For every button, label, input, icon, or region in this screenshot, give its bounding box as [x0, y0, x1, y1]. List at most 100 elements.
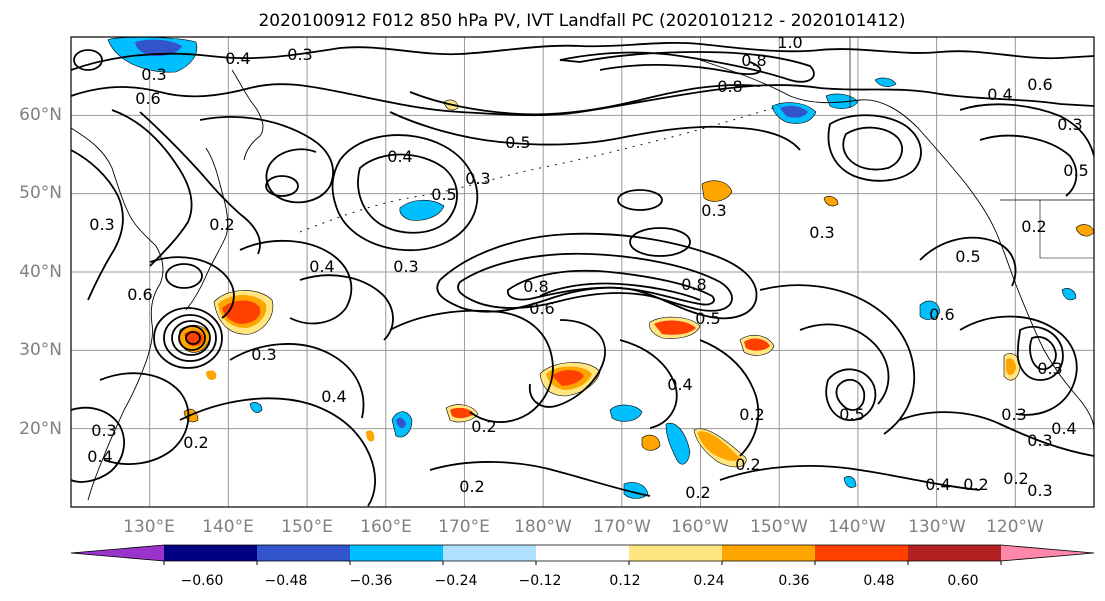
contour-line — [179, 397, 376, 507]
contour-label: 0.3 — [465, 169, 490, 188]
contour-label: 0.3 — [251, 345, 276, 364]
lat-axis-labels: 60°N 50°N 40°N 30°N 20°N — [19, 105, 62, 439]
colorbar-cell — [443, 545, 536, 561]
anomaly-patch — [135, 39, 182, 56]
anomaly-patch — [366, 430, 375, 442]
colorbar-cell — [257, 545, 350, 561]
colorbar-cell — [164, 545, 257, 561]
contour-label: 0.3 — [141, 65, 166, 84]
colorbar-cell — [71, 545, 164, 561]
contour-label: 0.8 — [681, 275, 706, 294]
contour-line — [436, 232, 758, 320]
contour-line — [719, 465, 981, 491]
contour-line — [506, 269, 715, 306]
contour-label: 0.3 — [701, 201, 726, 220]
contour-line — [979, 134, 1078, 197]
contour-label: 0.3 — [1057, 115, 1082, 134]
colorbar-tick-label: −0.36 — [350, 573, 393, 589]
contour-label: 0.4 — [667, 375, 692, 394]
contour-line — [599, 61, 762, 75]
contour-line — [899, 411, 1094, 457]
contour-line — [799, 323, 890, 405]
lon-label: 130°W — [908, 517, 966, 537]
contour-label: 0.6 — [1027, 75, 1052, 94]
contour-line — [827, 114, 922, 182]
anomaly-patch — [843, 476, 857, 488]
colorbar-tick-label: 0.60 — [947, 573, 978, 589]
lon-label: 170°E — [438, 517, 490, 537]
contour-label: 0.3 — [1037, 359, 1062, 378]
contour-label: 1.0 — [777, 33, 802, 52]
contour-label: 0.2 — [1003, 469, 1028, 488]
contour-label: 0.5 — [1063, 161, 1088, 180]
contour-line — [559, 51, 815, 83]
contour-line — [178, 325, 206, 351]
contour-label: 0.8 — [523, 277, 548, 296]
lon-label: 170°W — [593, 517, 651, 537]
contour-label: 0.2 — [459, 477, 484, 496]
contour-label: 0.3 — [393, 257, 418, 276]
colorbar-cells — [70, 544, 1095, 562]
lat-label: 20°N — [19, 419, 62, 439]
border-line — [1039, 200, 1094, 259]
contour-line — [835, 378, 866, 411]
anomaly-patch — [641, 434, 661, 451]
contour-label: 0.2 — [1021, 217, 1046, 236]
contour-line — [389, 309, 554, 423]
lon-axis-labels: 130°E 140°E 150°E 160°E 170°E 180°W 170°… — [123, 517, 1044, 537]
colorbar-tick-label: −0.24 — [435, 573, 478, 589]
contour-label: 0.5 — [431, 185, 456, 204]
contour-line — [73, 49, 103, 71]
contour-label: 0.3 — [89, 215, 114, 234]
lon-label: 180°W — [514, 517, 572, 537]
lon-label: 140°E — [202, 517, 254, 537]
lat-label: 40°N — [19, 262, 62, 282]
anomaly-patch — [919, 300, 941, 320]
anomaly-patch — [396, 417, 406, 429]
colorbar-tick-label: 0.36 — [778, 573, 809, 589]
contour-label: 0.5 — [955, 247, 980, 266]
contour-line — [139, 111, 261, 255]
colorbar-cell — [629, 545, 722, 561]
anomaly-patch — [249, 402, 263, 413]
coastlines — [71, 37, 1094, 501]
contour-label: 0.4 — [321, 387, 346, 406]
contour-line — [959, 315, 1078, 416]
contour-line — [619, 339, 678, 429]
contour-label: 0.4 — [225, 49, 250, 68]
contour-line — [331, 134, 479, 252]
colorbar-ticks — [163, 561, 1002, 565]
colorbar-cell — [350, 545, 443, 561]
contour-label: 0.2 — [739, 405, 764, 424]
contour-label: 0.3 — [1027, 431, 1052, 450]
contour-line — [842, 126, 903, 171]
lon-label: 140°W — [828, 517, 886, 537]
contour-line — [229, 343, 365, 419]
lon-label: 160°W — [671, 517, 729, 537]
contour-line — [759, 284, 916, 435]
contour-label: 0.4 — [309, 257, 334, 276]
anomaly-patch — [1075, 224, 1094, 237]
north-america-west-coast — [995, 231, 1094, 431]
alaska-coastline — [699, 59, 997, 233]
lon-label: 160°E — [360, 517, 412, 537]
contour-label: 0.8 — [741, 51, 766, 70]
contour-label: 0.4 — [87, 447, 112, 466]
contour-label: 0.5 — [839, 405, 864, 424]
lon-label: 150°W — [750, 517, 808, 537]
contour-label: 0.3 — [1027, 481, 1052, 500]
contour-line — [163, 314, 217, 362]
lon-label: 120°W — [986, 517, 1044, 537]
anomaly-patch — [399, 199, 445, 221]
contour-line — [299, 274, 394, 341]
contour-line — [239, 239, 353, 325]
contour-label: 0.4 — [387, 147, 412, 166]
contour-line — [265, 175, 299, 197]
anomaly-patch — [1006, 358, 1016, 376]
contour-label: 0.3 — [91, 421, 116, 440]
colorbar-tick-labels: −0.60 −0.48 −0.36 −0.24 −0.12 0.12 0.24 … — [181, 573, 979, 589]
contour-line — [99, 372, 190, 465]
contour-line — [185, 331, 201, 345]
contour-label: 0.6 — [529, 299, 554, 318]
colorbar-cell — [536, 545, 629, 561]
